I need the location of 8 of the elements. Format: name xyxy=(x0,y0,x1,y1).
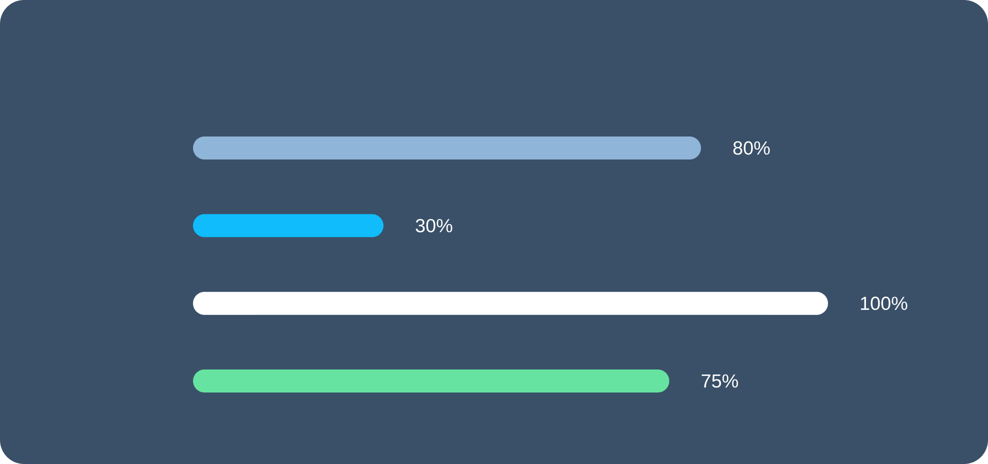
bar xyxy=(193,292,828,315)
data-label: 100% xyxy=(860,296,908,310)
bar xyxy=(193,369,670,392)
data-label: 30% xyxy=(416,218,452,232)
data-label: 75% xyxy=(702,374,738,388)
data-label: 80% xyxy=(733,141,770,155)
bar xyxy=(193,136,702,160)
bar xyxy=(193,214,384,238)
